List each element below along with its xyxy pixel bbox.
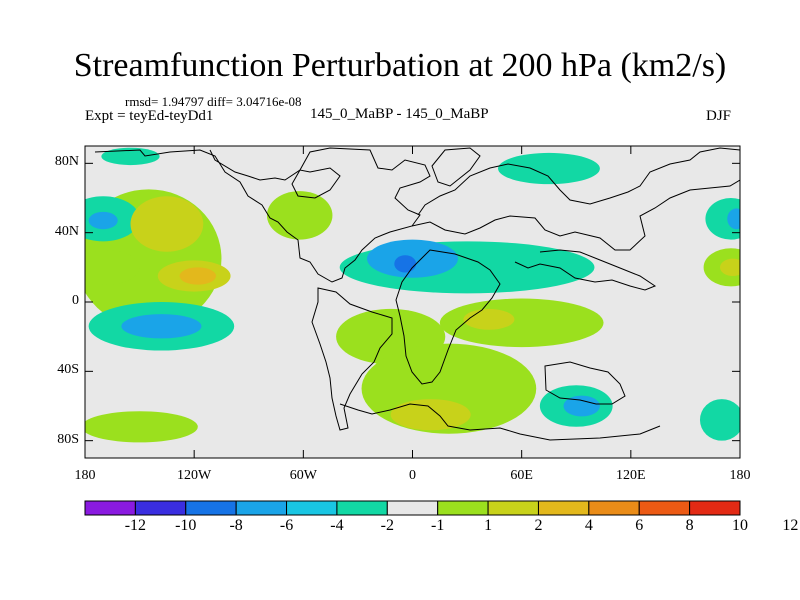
x-tick-label: 0 [409, 468, 416, 483]
contour-region-12 [85, 411, 198, 443]
colorbar-label: 4 [584, 517, 593, 534]
colorbar-label: -1 [431, 517, 445, 534]
x-tick-label: 120W [177, 468, 212, 483]
contour-region-19 [88, 211, 118, 230]
contour-region-23 [463, 308, 515, 330]
contour-region-25 [563, 395, 600, 417]
colorbar-label: -4 [330, 517, 344, 534]
chart-title: Streamfunction Perturbation at 200 hPa (… [73, 47, 727, 84]
season-label: DJF [706, 108, 732, 124]
x-tick-label: 180 [729, 468, 751, 483]
contour-region-27 [394, 255, 417, 273]
x-tick-label: 180 [74, 468, 96, 483]
colorbar-label: -10 [175, 517, 197, 534]
contour-region-16 [130, 196, 204, 252]
colorbar [84, 500, 741, 516]
contour-region-7 [498, 152, 600, 185]
colorbar-label: 6 [635, 517, 644, 534]
axis-ticks [84, 146, 741, 458]
colorbar-box [336, 500, 388, 516]
colorbar-label: -2 [380, 517, 394, 534]
colorbar-box [689, 500, 741, 516]
colorbar-box [437, 500, 489, 516]
colorbar-label: -12 [124, 517, 147, 534]
colorbar-box [537, 500, 590, 516]
colorbar-label: -8 [229, 517, 243, 534]
y-tick-label: 40S [57, 362, 79, 378]
colorbar-box [84, 500, 136, 516]
contour-region-20 [727, 208, 740, 230]
colorbar-box [487, 500, 539, 516]
colorbar-label: 1 [484, 517, 493, 534]
coastline-eurasia [411, 147, 740, 251]
coastline-north-america [94, 147, 431, 283]
colorbar-label: 12 [782, 517, 799, 534]
contour-region-18 [719, 258, 740, 276]
coastline-south-america [311, 287, 393, 431]
colorbar-label: -6 [279, 517, 294, 534]
contour-region-2 [85, 250, 140, 285]
coastline-greenland [431, 147, 481, 187]
colorbar-label: 2 [534, 517, 543, 534]
colorbar-label: 10 [732, 517, 748, 534]
colorbar-box [386, 500, 439, 516]
contour-region-1 [266, 191, 333, 240]
coastline-asia-south [514, 249, 657, 291]
x-tick-label: 60W [289, 468, 317, 483]
contour-region-24 [390, 399, 471, 431]
colorbar-box [638, 500, 691, 516]
contour-region-26 [179, 267, 216, 285]
coastlines [94, 147, 740, 441]
y-tick-label: 0 [72, 293, 79, 308]
colorbar-box [235, 500, 288, 516]
contour-region-15 [101, 147, 160, 166]
contour-region-22 [121, 314, 202, 339]
contour-region-5 [705, 198, 740, 240]
contour-region-14 [699, 399, 740, 441]
contour-fills [85, 147, 740, 443]
colorbar-label: 8 [685, 517, 694, 534]
y-tick-label: 80S [57, 431, 79, 447]
colorbar-box [588, 500, 640, 516]
center-label: 145_0_MaBP - 145_0_MaBP [310, 106, 489, 122]
y-tick-label: 80N [54, 154, 79, 170]
coastline-australia [544, 361, 626, 405]
coastline-antarctica [339, 403, 661, 441]
experiment-label: Expt = teyEd-teyDd1 [85, 108, 214, 124]
y-tick-label: 40N [54, 223, 79, 239]
colorbar-box [286, 500, 338, 516]
coastline-africa [395, 249, 501, 385]
x-tick-label: 60E [510, 468, 533, 483]
x-tick-label: 120E [616, 468, 646, 483]
stats-label: rmsd= 1.94797 diff= 3.04716e-08 [125, 94, 302, 109]
colorbar-box [185, 500, 237, 516]
colorbar-box [134, 500, 187, 516]
coastline-hudson [291, 167, 341, 199]
